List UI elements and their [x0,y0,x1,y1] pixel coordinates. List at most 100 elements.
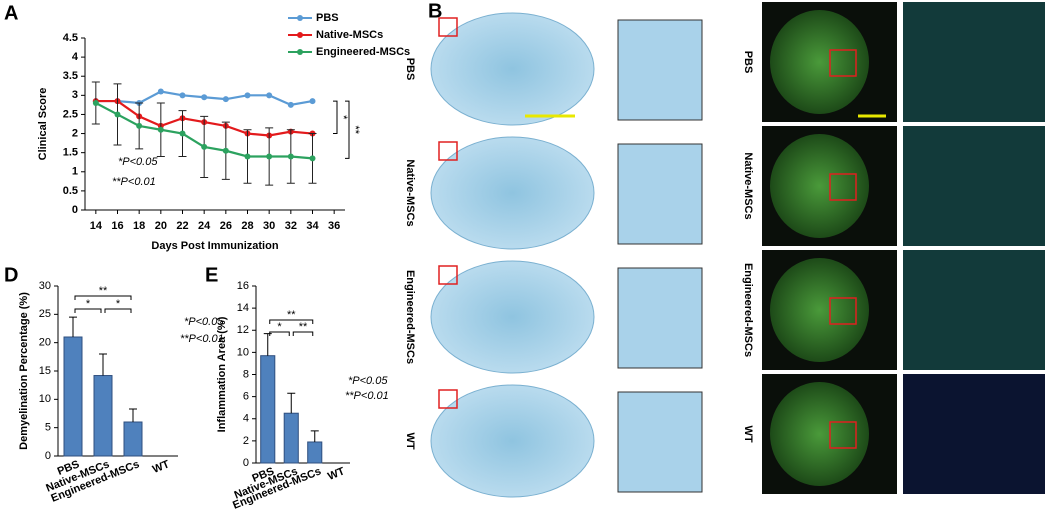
roi-box [438,265,458,285]
tissue-section [770,258,869,362]
x-tick-label: 26 [220,220,232,232]
point [179,92,186,99]
error-bar [99,353,107,376]
x-tick-label: 30 [263,220,275,232]
point [266,153,273,160]
error-bar [263,333,272,356]
error-bar [310,430,319,442]
x-tick-label: 32 [285,220,297,232]
legend-marker [297,49,303,55]
zoom-image [617,19,703,121]
significance-label: ** [287,309,296,321]
row-label: WT [404,432,416,449]
y-tick-label: 16 [237,280,249,292]
x-tick-label: 16 [111,220,123,232]
x-axis-label: Days Post Immunization [151,240,278,252]
y-tick-label: 4 [243,413,249,425]
legend-marker [297,15,303,21]
legend-label: PBS [316,12,339,24]
point [179,130,186,137]
significance-label: * [337,115,349,120]
bar [260,355,276,464]
y-tick-label: 14 [237,302,249,314]
error-bar [287,392,296,414]
y-tick-label: 10 [237,346,249,358]
tissue-section [430,12,595,126]
y-tick-label: 4.5 [63,32,78,44]
y-tick-label: 4 [72,51,79,63]
tissue-section [430,136,595,250]
y-tick-label: 2.5 [63,108,78,120]
point [114,111,121,118]
zoom-image [617,267,703,369]
point [201,94,208,101]
panel-label: B [428,0,442,22]
row-label: WT [742,425,754,442]
row-label: Engineered-MSCs [742,263,754,357]
point [222,96,229,103]
zoom-image [617,143,703,245]
bar [93,375,113,457]
y-axis-label: Clinical Score [37,88,49,161]
significance-bracket [104,308,132,313]
x-tick-label: 36 [328,220,340,232]
y-tick-label: 8 [243,368,249,380]
y-axis-label: Inflammation Area (%) [216,316,228,432]
y-tick-label: 0 [243,457,249,469]
legend-label: Engineered-MSCs [316,46,410,58]
point [244,92,251,99]
roi-box [829,49,857,77]
x-tick-label: 28 [241,220,253,232]
x-tick-label: 18 [133,220,145,232]
x-tick-label: 34 [306,220,319,232]
point [157,88,164,95]
y-tick-label: 1 [72,166,78,178]
error-bar [129,408,137,422]
zoom-image [903,2,1045,122]
significance-bracket [345,100,350,159]
significance-bracket [269,319,314,324]
row-label: Native-MSCs [742,152,754,219]
significance-label: ** [299,321,308,333]
y-tick-label: 10 [39,393,51,405]
tissue-section [770,134,869,238]
row-label: PBS [404,58,416,81]
tissue-section [770,10,869,114]
point [222,147,229,154]
zoom-image [903,374,1045,494]
significance-label: * [116,298,121,310]
point [287,101,294,108]
tissue-section [430,260,595,374]
panel-label: A [4,2,18,24]
significance-bracket [74,308,102,313]
y-tick-label: 2 [243,435,249,447]
significance-bracket [333,100,338,135]
significance-bracket [74,295,132,300]
point [92,99,99,106]
legend-label: Native-MSCs [316,29,383,41]
y-tick-label: 1.5 [63,147,78,159]
tissue-section [430,384,595,498]
legend-marker [297,32,303,38]
annotation: *P<0.05 [348,375,388,387]
significance-label: * [86,298,91,310]
point [201,143,208,150]
point [244,153,251,160]
significance-label: ** [349,125,361,134]
annotation: **P<0.01 [180,333,224,345]
x-tick-label: WT [151,458,172,476]
x-tick-label: 14 [90,220,103,232]
y-tick-label: 12 [237,324,249,336]
significance-label: * [277,321,282,333]
roi-box [829,421,857,449]
y-tick-label: 0 [45,450,51,462]
y-tick-label: 25 [39,308,51,320]
zoom-image [617,391,703,493]
significance-label: ** [99,285,108,297]
y-tick-label: 30 [39,280,51,292]
x-tick-label: 20 [155,220,167,232]
y-tick-label: 6 [243,391,249,403]
bar [283,412,299,464]
roi-box [829,173,857,201]
